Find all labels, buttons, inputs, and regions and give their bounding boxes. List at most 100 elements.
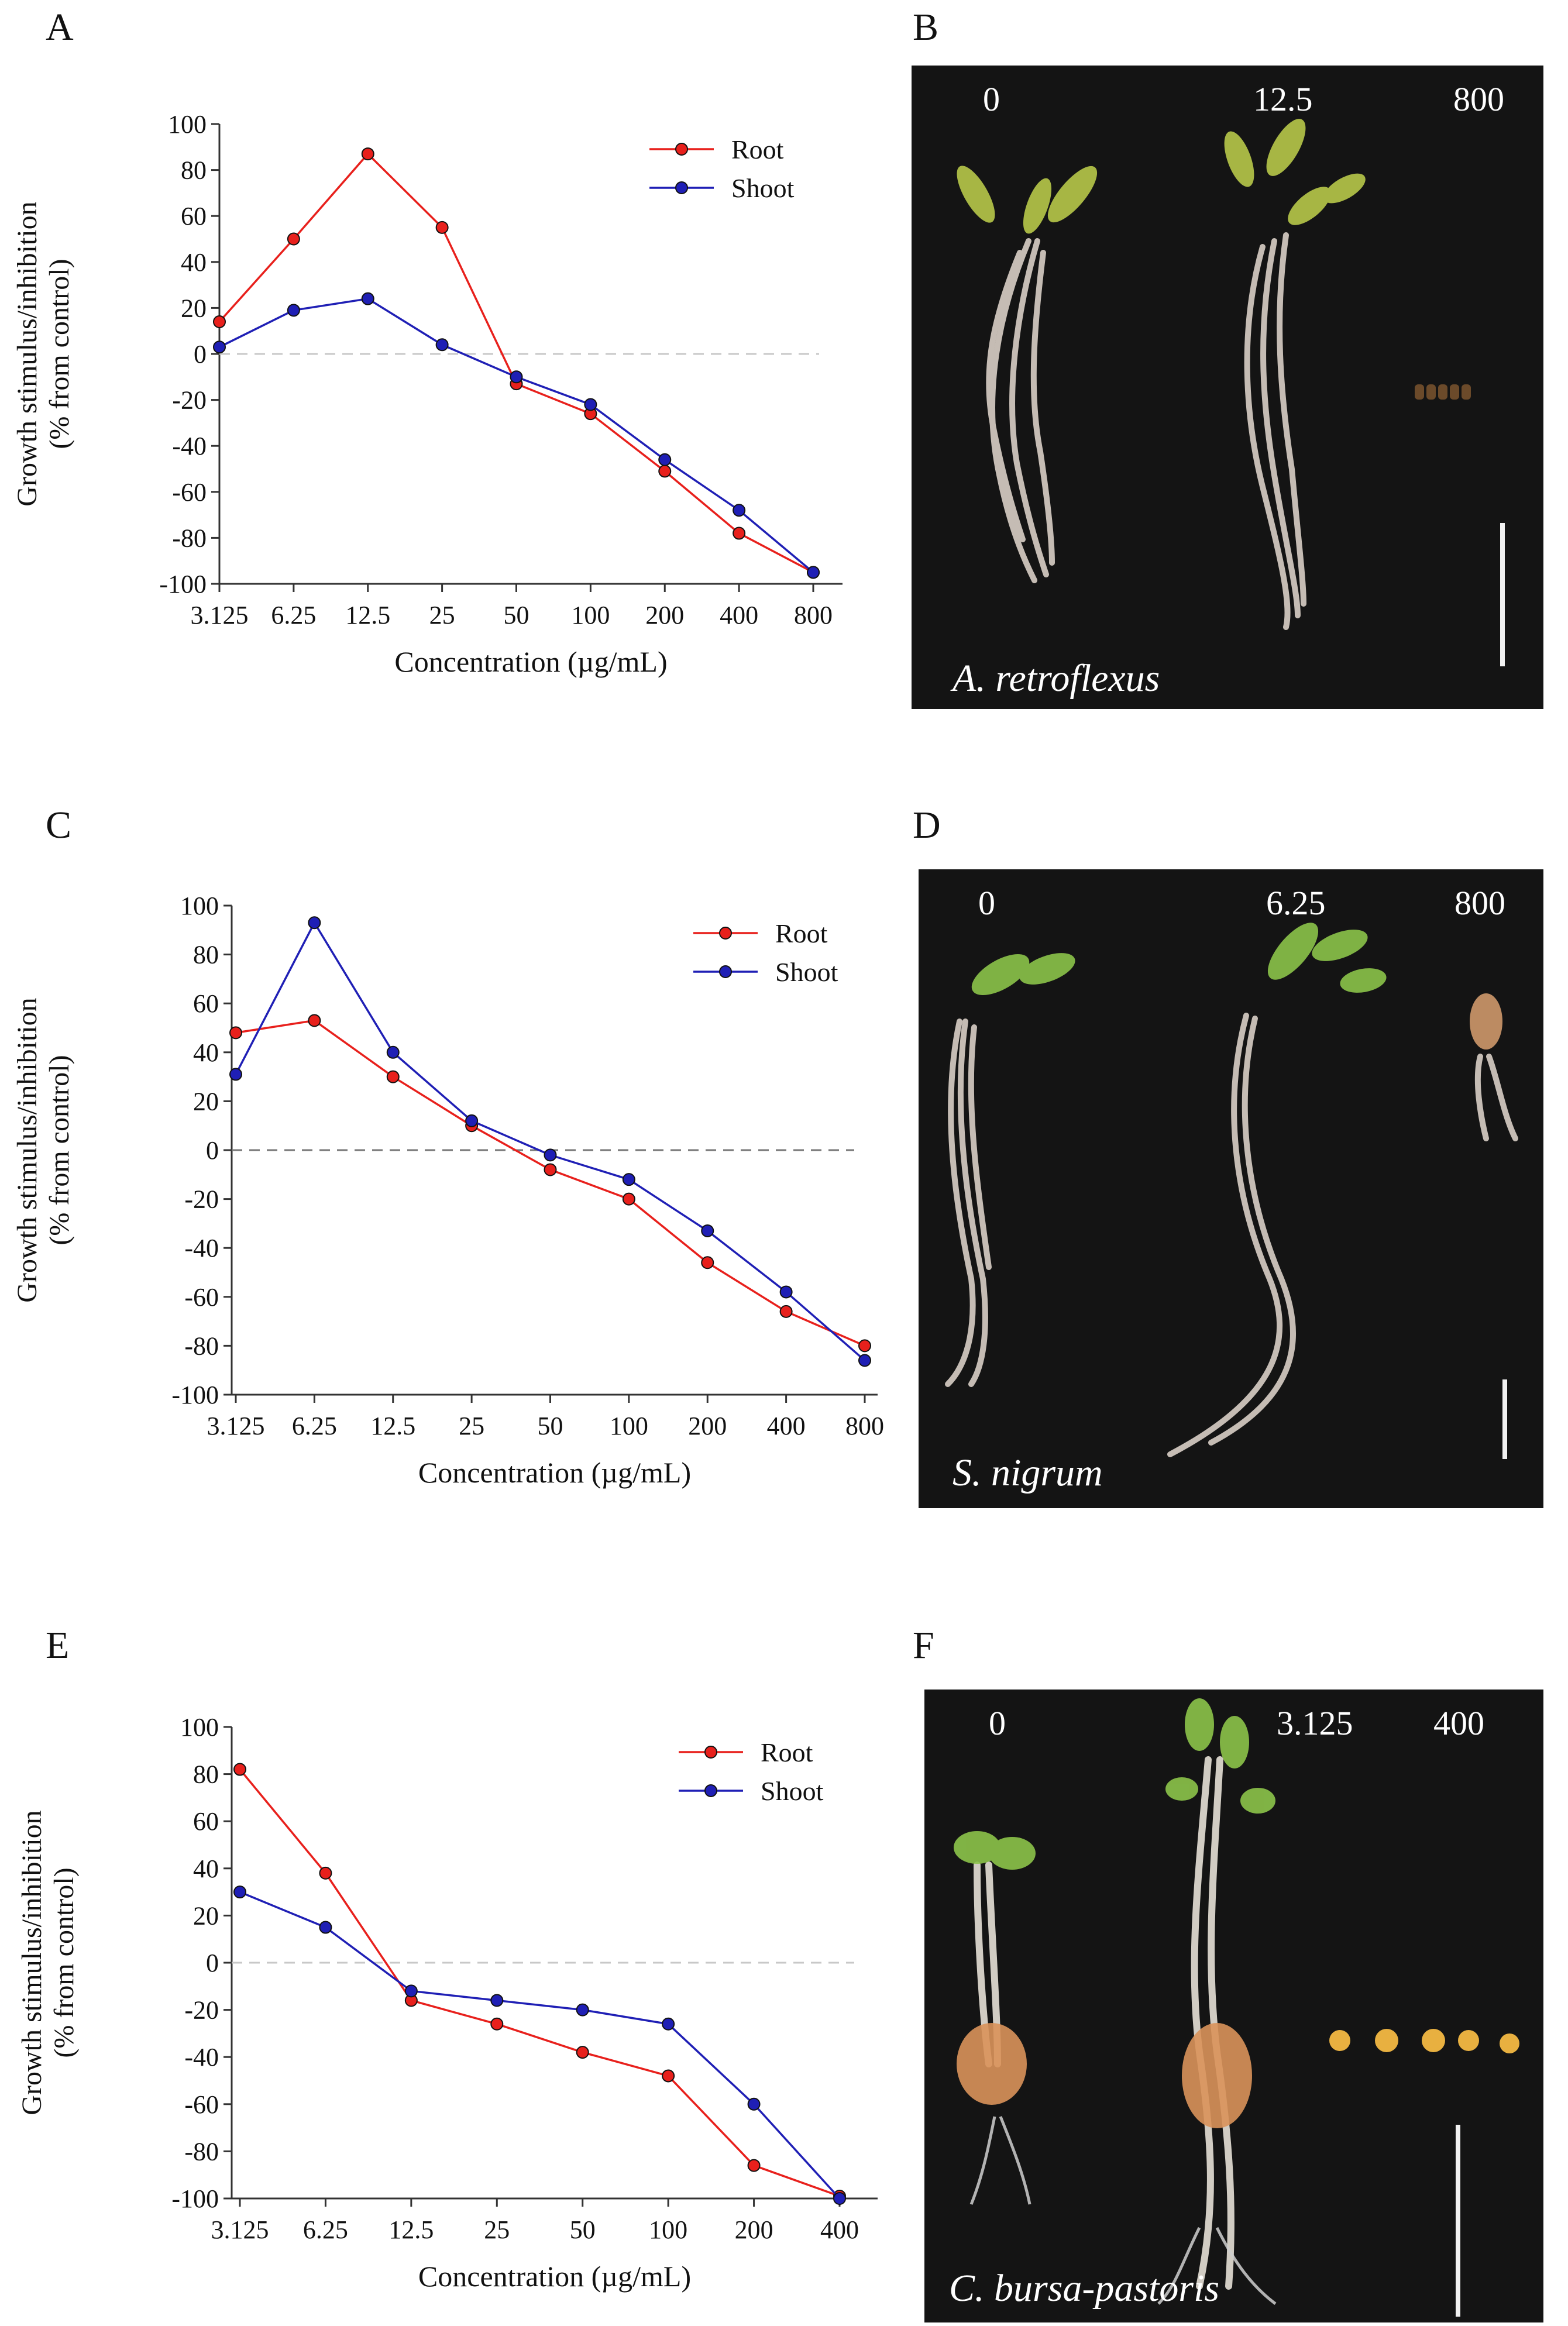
photo-f-c-bursa-pastoris: 0 3.125 400 C. bursa-pastoris <box>924 1690 1543 2322</box>
y-tick-label: -20 <box>184 1996 219 2025</box>
x-tick-label: 100 <box>649 2215 687 2244</box>
data-point-shoot <box>733 504 746 517</box>
y-tick-label: 60 <box>193 989 219 1018</box>
data-point-shoot <box>319 1921 332 1934</box>
y-axis-title-line2: (% from control) <box>44 1055 75 1245</box>
y-tick-label: 100 <box>180 1713 219 1742</box>
y-tick-label: 20 <box>193 1901 219 1930</box>
y-axis-title-line1: Growth stimulus/inhibition <box>12 201 43 506</box>
concentration-label: 800 <box>1453 80 1504 118</box>
concentration-label: 400 <box>1433 1704 1484 1742</box>
y-tick-label: -60 <box>184 2090 219 2119</box>
legend-label: Root <box>775 918 828 948</box>
x-axis-title: Concentration (µg/mL) <box>418 1456 691 1489</box>
photo-b-a-retroflexus: 0 12.5 800 A. retroflexus <box>912 66 1543 709</box>
x-tick-label: 3.125 <box>211 2215 269 2244</box>
x-tick-label: 50 <box>570 2215 596 2244</box>
x-tick-label: 400 <box>820 2215 859 2244</box>
data-point-shoot <box>229 1068 242 1081</box>
seedlings-f <box>954 1698 1519 2305</box>
concentration-label: 12.5 <box>1253 80 1313 118</box>
concentration-label: 3.125 <box>1277 1704 1353 1742</box>
y-tick-label: -80 <box>184 1331 219 1360</box>
y-tick-label: 0 <box>194 340 207 369</box>
data-point-shoot <box>233 1885 246 1899</box>
x-tick-label: 200 <box>645 601 684 629</box>
y-tick-label: 20 <box>181 294 207 322</box>
data-point-root <box>747 2159 761 2172</box>
data-point-root <box>386 1070 400 1083</box>
data-point-shoot <box>404 1984 418 1998</box>
x-tick-label: 200 <box>688 1412 727 1440</box>
x-tick-label: 12.5 <box>370 1412 415 1440</box>
legend-marker <box>704 1784 717 1797</box>
data-point-shoot <box>490 1994 504 2007</box>
data-point-shoot <box>361 292 374 305</box>
y-axis-title-line1: Growth stimulus/inhibition <box>16 1810 47 2115</box>
y-tick-label: -100 <box>171 2184 219 2213</box>
legend-marker <box>704 1746 717 1759</box>
panel-letter-c: C <box>46 804 72 847</box>
y-tick-label: -100 <box>171 1381 219 1409</box>
x-tick-label: 25 <box>459 1412 484 1440</box>
y-tick-label: -40 <box>184 2043 219 2072</box>
data-point-root <box>308 1014 321 1027</box>
data-point-root <box>701 1256 714 1269</box>
y-tick-label: 20 <box>193 1087 219 1116</box>
y-tick-label: -80 <box>184 2137 219 2166</box>
species-label: C. bursa-pastoris <box>949 2267 1220 2310</box>
data-point-shoot <box>213 340 226 354</box>
x-tick-label: 50 <box>538 1412 563 1440</box>
data-point-shoot <box>807 566 820 579</box>
panel-letter-f: F <box>913 1624 934 1667</box>
data-point-shoot <box>308 916 321 930</box>
data-point-shoot <box>747 2097 761 2111</box>
x-tick-label: 800 <box>794 601 833 629</box>
y-tick-label: 0 <box>206 1136 219 1165</box>
concentration-label: 6.25 <box>1266 884 1326 922</box>
data-point-shoot <box>584 398 597 411</box>
x-tick-label: 3.125 <box>207 1412 265 1440</box>
x-tick-label: 12.5 <box>345 601 390 629</box>
concentration-label: 0 <box>983 80 1000 118</box>
legend-label: Shoot <box>731 173 795 203</box>
x-tick-label: 3.125 <box>191 601 249 629</box>
y-tick-label: 100 <box>168 110 207 139</box>
x-tick-label: 200 <box>735 2215 773 2244</box>
y-tick-label: 60 <box>181 202 207 230</box>
x-axis-title: Concentration (µg/mL) <box>394 645 667 678</box>
y-tick-label: -40 <box>172 432 207 460</box>
photo-d-s-nigrum: 0 6.25 800 S. nigrum <box>919 869 1543 1508</box>
scale-bar <box>1500 523 1505 666</box>
x-tick-label: 6.25 <box>292 1412 337 1440</box>
panel-letter-d: D <box>913 804 941 847</box>
legend-label: Root <box>761 1737 813 1767</box>
y-tick-label: 80 <box>193 1760 219 1789</box>
data-point-shoot <box>701 1224 714 1237</box>
x-tick-label: 400 <box>767 1412 806 1440</box>
legend-label: Shoot <box>761 1776 824 1806</box>
data-point-shoot <box>662 2017 675 2031</box>
data-point-root <box>213 315 226 328</box>
y-tick-label: -60 <box>172 478 207 507</box>
legend-label: Root <box>731 135 784 164</box>
y-tick-label: -20 <box>172 386 207 415</box>
data-point-shoot <box>779 1285 793 1299</box>
data-point-root <box>229 1026 242 1040</box>
data-point-root <box>233 1763 246 1776</box>
x-tick-label: 400 <box>720 601 758 629</box>
data-point-shoot <box>544 1148 557 1162</box>
scale-bar <box>1456 2125 1460 2317</box>
data-point-root <box>435 221 449 234</box>
y-tick-label: 40 <box>181 248 207 277</box>
x-tick-label: 800 <box>845 1412 884 1440</box>
data-point-shoot <box>465 1114 479 1127</box>
y-tick-label: 60 <box>193 1807 219 1836</box>
y-axis-title-line2: (% from control) <box>49 1867 80 2057</box>
y-tick-label: -100 <box>159 570 207 598</box>
data-point-shoot <box>287 304 300 317</box>
concentration-label: 800 <box>1454 884 1505 922</box>
species-label: A. retroflexus <box>953 657 1160 700</box>
